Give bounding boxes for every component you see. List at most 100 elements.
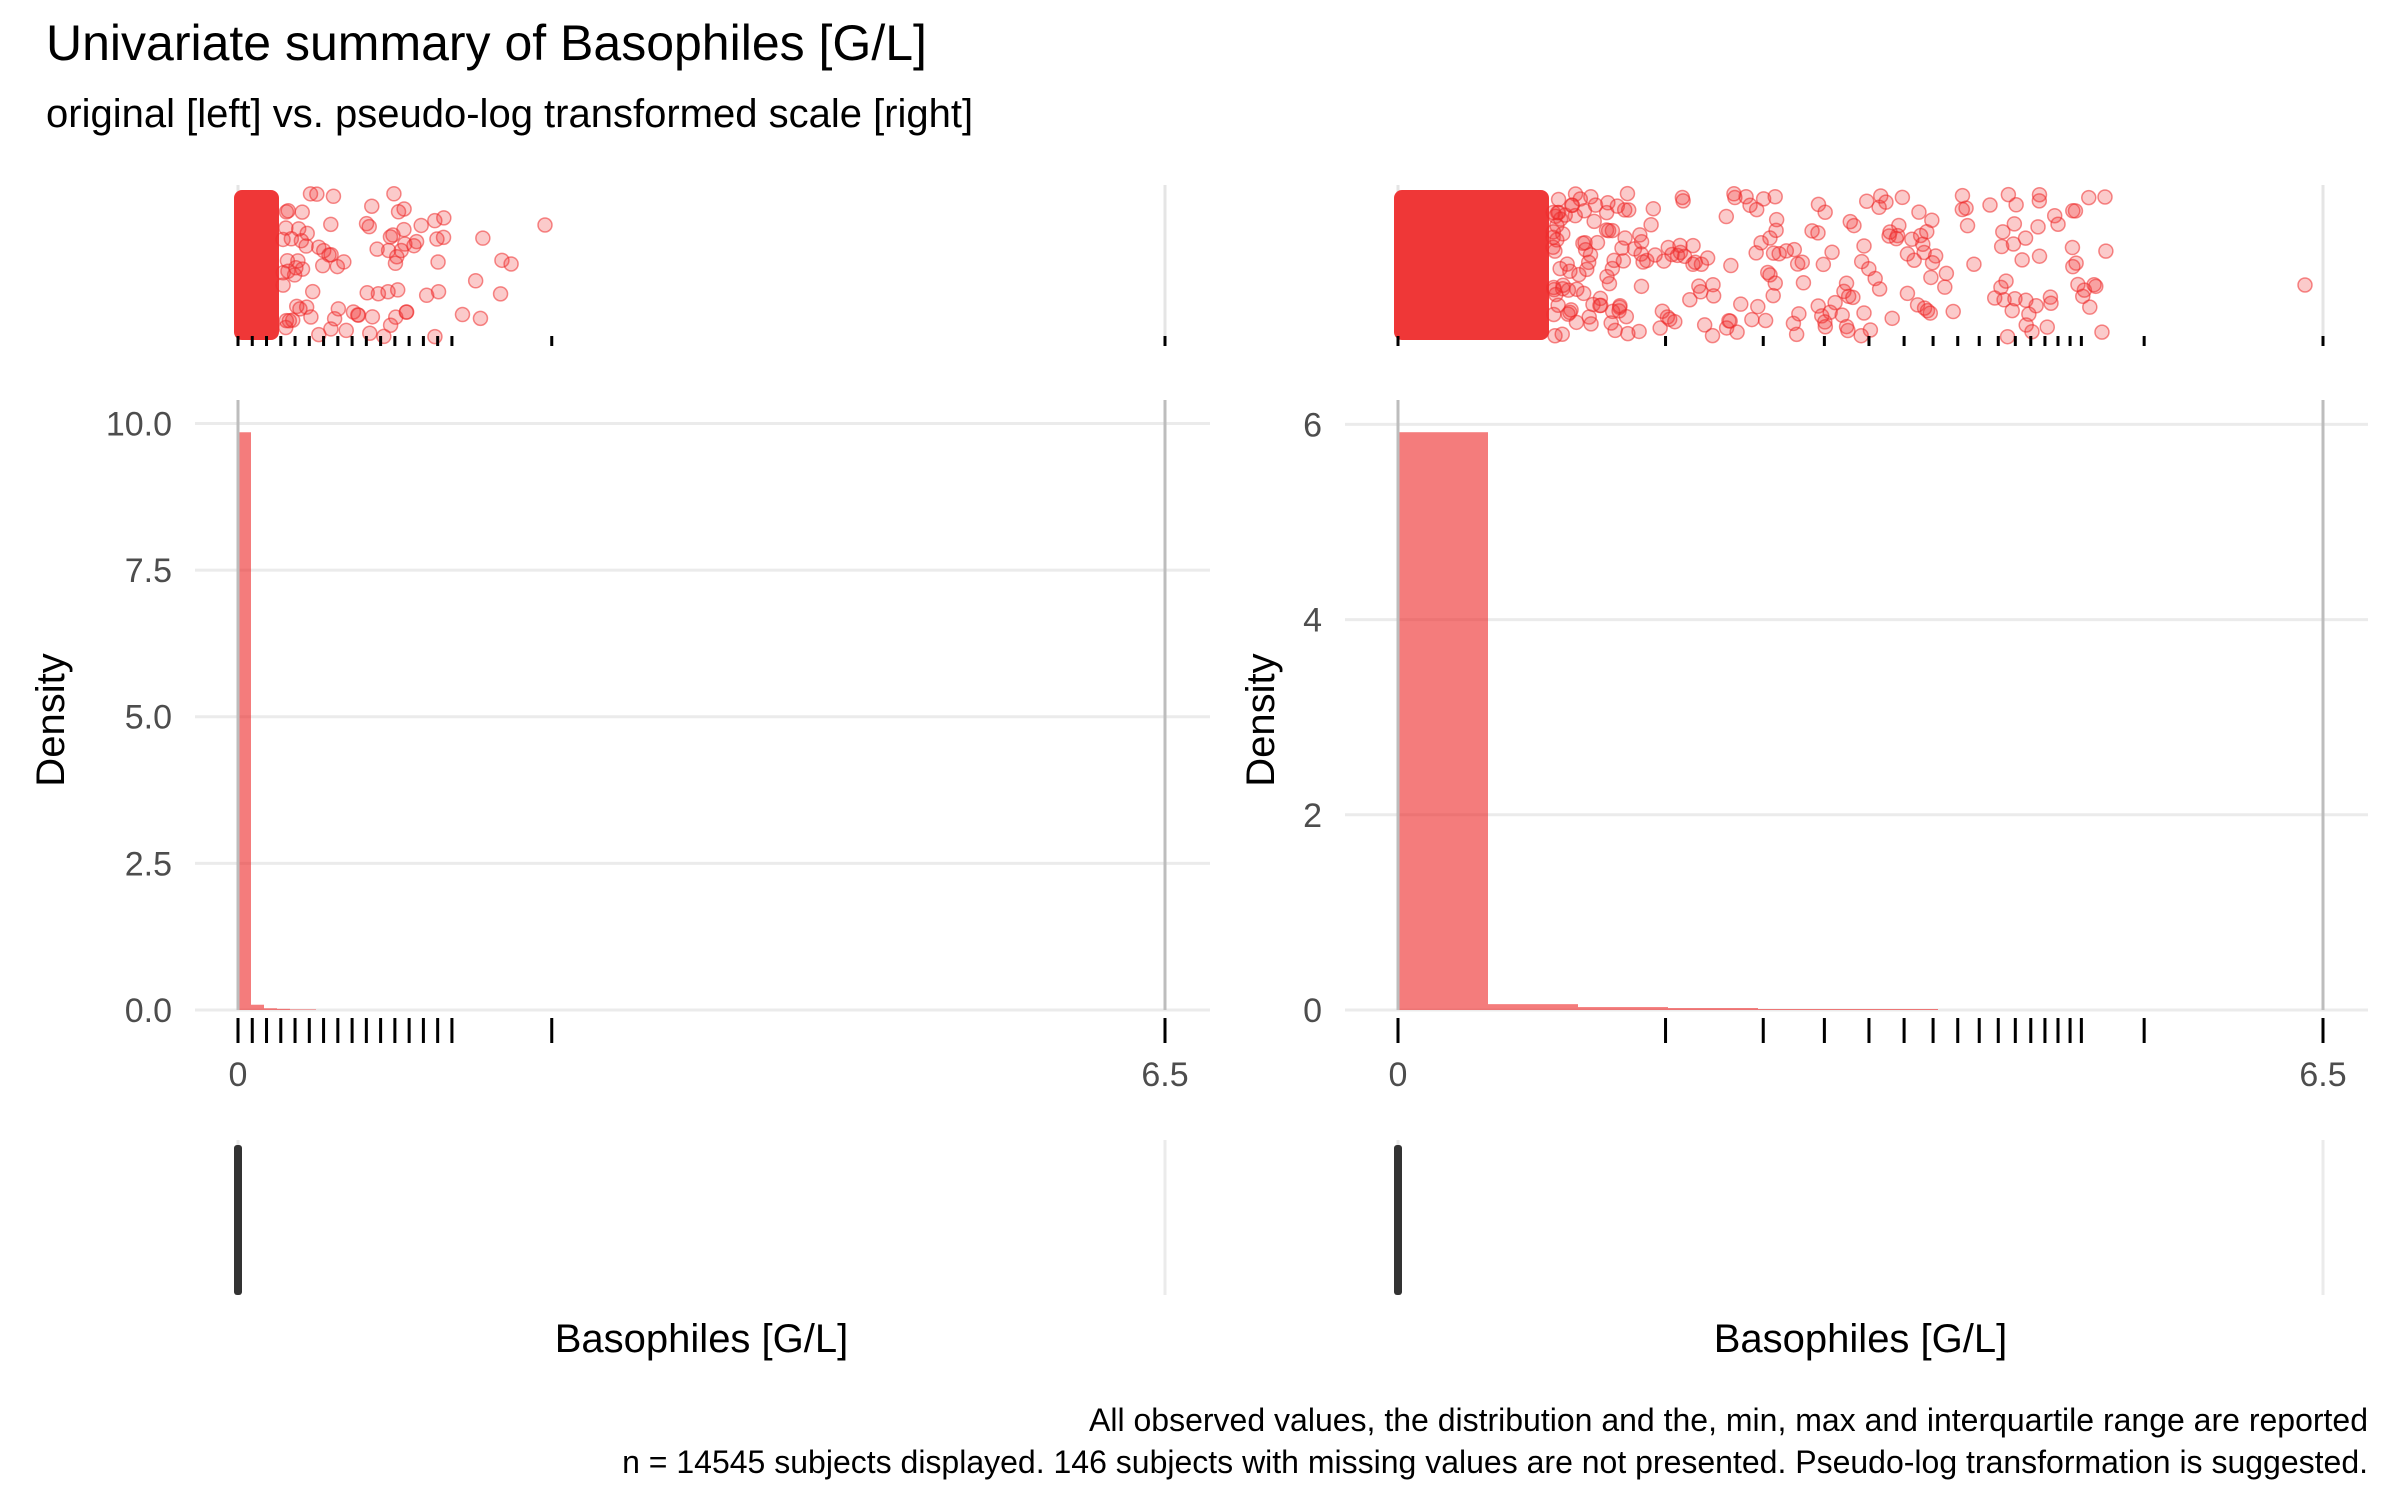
- strip-point: [1768, 222, 1784, 239]
- caption-line-1: All observed values, the distribution an…: [1089, 1402, 2368, 1438]
- strip-point: [2004, 302, 2020, 319]
- strip-point: [1599, 268, 1615, 285]
- strip-point: [2094, 324, 2110, 340]
- strip-point: [382, 317, 399, 333]
- strip-point: [1996, 292, 2012, 308]
- strip-point: [397, 236, 413, 252]
- strip-point: [309, 186, 325, 202]
- strip-point: [1916, 244, 1932, 261]
- strip-point: [1827, 294, 1843, 311]
- strip-point: [303, 309, 319, 325]
- strip-point: [1762, 267, 1778, 283]
- histogram-bar: [1848, 1009, 1938, 1010]
- strip-point: [1856, 238, 1872, 254]
- strip-point: [1867, 270, 1883, 287]
- strip-point: [1923, 269, 1939, 286]
- strip-point: [2046, 207, 2063, 224]
- strip-point: [369, 241, 385, 257]
- x-tick-label: 0: [1389, 1056, 1408, 1094]
- strip-point: [1904, 231, 1920, 247]
- strip-point: [1604, 222, 1621, 239]
- strip-point: [2021, 306, 2037, 322]
- strip-point: [1750, 298, 1766, 315]
- boxplot-iqr: [1394, 1145, 1402, 1295]
- strip-point: [2081, 189, 2097, 206]
- strip-point: [304, 283, 321, 300]
- strip-point: [1722, 313, 1738, 329]
- histogram-bar: [290, 1009, 303, 1010]
- x-tick-label: 6.5: [1141, 1056, 1188, 1094]
- strip-point: [1550, 297, 1566, 313]
- strip-point: [1993, 238, 2010, 255]
- strip-point: [1685, 256, 1701, 273]
- chart-subtitle: original [left] vs. pseudo-log transform…: [46, 92, 974, 136]
- strip-point: [2005, 236, 2022, 252]
- strip-point: [1794, 254, 1810, 270]
- strip-point: [2030, 219, 2046, 235]
- strip-point: [311, 239, 327, 255]
- strip-point: [2000, 186, 2017, 203]
- y-tick-label: 2: [1303, 797, 1322, 835]
- strip-point: [338, 322, 354, 339]
- strip-point: [1856, 305, 1872, 321]
- strip-point: [1824, 244, 1840, 261]
- caption-line-2: n = 14545 subjects displayed. 146 subjec…: [622, 1444, 2368, 1480]
- y-axis-title: Density: [29, 653, 73, 786]
- strip-point: [278, 312, 295, 329]
- strip-point: [1691, 278, 1707, 294]
- strip-point: [1609, 198, 1626, 214]
- strip-point: [1583, 189, 1599, 205]
- y-tick-label: 7.5: [125, 552, 172, 590]
- strip-dense-cluster: [1394, 190, 1549, 340]
- strip-point: [385, 227, 401, 243]
- strip-point: [2086, 276, 2102, 293]
- strip-point: [1853, 327, 1869, 344]
- strip-point: [2031, 248, 2048, 264]
- strip-point: [2064, 239, 2081, 256]
- strip-point: [1554, 326, 1570, 342]
- histogram-bar: [277, 1008, 290, 1010]
- strip-point: [1791, 306, 1807, 322]
- strip-point: [436, 210, 452, 226]
- strip-point: [1810, 196, 1827, 213]
- strip-point: [1954, 201, 1971, 218]
- strip-point: [1738, 189, 1754, 205]
- strip-point: [2017, 230, 2034, 246]
- strip-point: [1620, 202, 1637, 218]
- strip-point: [275, 277, 291, 293]
- strip-point: [1882, 224, 1898, 240]
- strip-point: [1552, 260, 1568, 277]
- strip-point: [1682, 291, 1698, 308]
- strip-point: [1862, 322, 1879, 338]
- strip-point: [1578, 261, 1595, 278]
- strip-point: [1767, 188, 1783, 205]
- y-tick-label: 6: [1303, 406, 1322, 444]
- strip-point: [280, 263, 296, 279]
- histogram-bar: [303, 1009, 316, 1010]
- strip-dense-cluster: [234, 190, 279, 340]
- y-tick-label: 10.0: [106, 405, 172, 443]
- strip-point: [358, 215, 375, 232]
- strip-point: [430, 254, 446, 270]
- strip-point: [2039, 319, 2056, 335]
- strip-point: [427, 328, 443, 345]
- panel-left: 0.0 2.5 5.0 7.5 10.0 0 6.5 Density Basophiles [G…: [29, 185, 1210, 1361]
- strip-point: [2031, 193, 2048, 209]
- histogram-bar: [251, 1004, 264, 1010]
- strip-point: [292, 301, 308, 317]
- strip-point: [1945, 303, 1961, 320]
- strip-point: [1760, 264, 1776, 281]
- strip-point: [330, 301, 347, 317]
- y-axis-title: Density: [1239, 653, 1283, 786]
- x-tick-label: 6.5: [2299, 1056, 2346, 1094]
- strip-point: [1748, 245, 1764, 261]
- strip-point: [1795, 275, 1812, 291]
- strip-point: [1645, 200, 1662, 217]
- strip-point: [1643, 216, 1659, 233]
- strip-point: [1726, 186, 1742, 202]
- strip-point: [492, 286, 509, 302]
- strip-point: [1899, 246, 1916, 262]
- strip-point: [1771, 245, 1787, 262]
- strip-point: [1555, 277, 1571, 293]
